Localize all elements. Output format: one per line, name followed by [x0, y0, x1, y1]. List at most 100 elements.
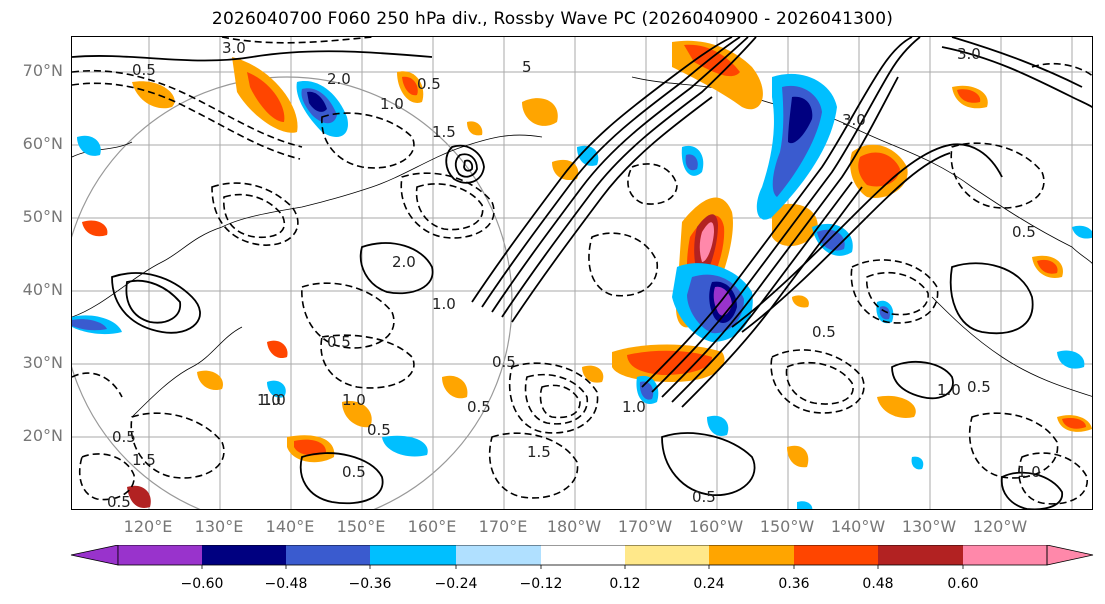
- anomaly-negative: [911, 456, 924, 470]
- lon-label-170w: 170°W: [617, 517, 673, 536]
- anomaly-positive: [522, 98, 558, 126]
- contour-label: 1.0: [257, 391, 281, 409]
- contour-label: 3.0: [842, 111, 866, 129]
- anomaly-positive: [127, 485, 151, 508]
- colorbar-segment: [625, 545, 709, 565]
- colorbar-segment: [709, 545, 794, 565]
- lon-label-130w: 130°W: [901, 517, 957, 536]
- lat-label-30n: 30°N: [22, 353, 63, 372]
- lat-label-20n: 20°N: [22, 426, 63, 445]
- colorbar-segment: [541, 545, 625, 565]
- contour-label: 1.5: [432, 123, 456, 141]
- colorbar-tick: −0.12: [519, 576, 563, 592]
- anomaly-positive: [267, 340, 288, 359]
- colorbar-segment: [963, 545, 1047, 565]
- anomaly-negative: [382, 435, 428, 457]
- lon-label-120e: 120°E: [123, 517, 173, 536]
- contour-label: 3.0: [222, 39, 246, 57]
- dashed-contours: [72, 37, 1092, 505]
- anomaly-negative: [707, 415, 729, 436]
- colorbar-tick: −0.48: [264, 576, 308, 592]
- lon-label-150w: 150°W: [759, 517, 815, 536]
- lon-label-150e: 150°E: [336, 517, 386, 536]
- anomaly-positive: [467, 121, 483, 136]
- contour-label: 0.5: [1012, 223, 1036, 241]
- colorbar-tick: 0.60: [947, 576, 979, 592]
- contour-label: 1.5: [527, 443, 551, 461]
- anomaly-positive: [957, 89, 981, 103]
- contour-label: 3.0: [957, 45, 981, 63]
- contour-label: 0.5: [692, 488, 716, 506]
- anomaly-negative: [1072, 225, 1092, 239]
- lon-label-170e: 170°E: [478, 517, 528, 536]
- anomaly-negative: [267, 380, 286, 398]
- colorbar-extend-high: [1046, 545, 1094, 566]
- anomaly-positive: [442, 375, 468, 399]
- contour-label: 1.0: [380, 95, 404, 113]
- contour-labels: 3.0 2.0 1.0 0.5 0.5 1.5 3.0 3.0 5 2.0 1.…: [107, 39, 1041, 510]
- colorbar-tick: 0.24: [693, 576, 725, 592]
- colorbar-segment: [456, 545, 541, 565]
- lon-label-160w: 160°W: [688, 517, 744, 536]
- colorbar-segment: [370, 545, 456, 565]
- contour-label: 0.5: [492, 353, 516, 371]
- shaded-anomalies: [72, 40, 1092, 509]
- anomaly-positive: [582, 365, 604, 383]
- anomaly-positive: [1062, 417, 1086, 429]
- anomaly-negative: [77, 135, 101, 156]
- colorbar-segment: [878, 545, 963, 565]
- contour-label: 0.5: [367, 421, 391, 439]
- anomaly-positive: [858, 152, 900, 187]
- colorbar: [70, 545, 1094, 569]
- lat-label-60n: 60°N: [22, 134, 63, 153]
- anomaly-positive: [877, 395, 916, 418]
- colorbar-tick: 0.12: [609, 576, 641, 592]
- colorbar-segment: [794, 545, 878, 565]
- divergence-map: 3.0 2.0 1.0 0.5 0.5 1.5 3.0 3.0 5 2.0 1.…: [72, 37, 1092, 510]
- contour-label: 2.0: [327, 70, 351, 88]
- lon-label-140w: 140°W: [830, 517, 886, 536]
- colorbar-tick: −0.24: [434, 576, 478, 592]
- graticule: [72, 37, 1092, 509]
- lon-label-180w: 180°W: [546, 517, 602, 536]
- colorbar-segment: [286, 545, 370, 565]
- contour-label: 2.0: [392, 253, 416, 271]
- anomaly-positive: [294, 439, 327, 456]
- contour-label: 1.5: [132, 451, 156, 469]
- colorbar-tick: −0.36: [348, 576, 392, 592]
- anomaly-positive: [787, 445, 809, 468]
- anomaly-positive: [792, 295, 809, 308]
- lon-label-130e: 130°E: [194, 517, 244, 536]
- contour-label: 0.5: [417, 75, 441, 93]
- anomaly-negative: [797, 501, 813, 509]
- contour-label: 0.5: [967, 378, 991, 396]
- colorbar-segment: [202, 545, 286, 565]
- anomaly-positive: [247, 72, 285, 122]
- contour-label: 1.0: [262, 391, 286, 409]
- colorbar-tick: −0.60: [180, 576, 224, 592]
- map-panel: 3.0 2.0 1.0 0.5 0.5 1.5 3.0 3.0 5 2.0 1.…: [71, 36, 1093, 510]
- anomaly-positive: [402, 76, 418, 96]
- contour-label: 0.5: [467, 398, 491, 416]
- contour-label: 1.0: [342, 391, 366, 409]
- contour-label: 0.5: [342, 463, 366, 481]
- anomaly-negative: [1057, 350, 1085, 369]
- contour-label: 1.0: [432, 295, 456, 313]
- anomaly-negative: [577, 145, 599, 166]
- contour-label: 0.5: [327, 333, 351, 351]
- anomaly-positive: [699, 222, 714, 262]
- anomaly-positive: [197, 370, 223, 391]
- solid-contours: [72, 37, 1092, 509]
- anomaly-negative: [72, 319, 107, 331]
- colorbar-tick: 0.48: [862, 576, 894, 592]
- map-title: 2026040700 F060 250 hPa div., Rossby Wav…: [211, 9, 894, 29]
- anomaly-positive: [82, 220, 108, 237]
- anomaly-positive: [342, 401, 372, 428]
- contour-label: 1.0: [1017, 463, 1041, 481]
- contour-label: 0.5: [107, 493, 131, 510]
- contour-label: 0.5: [132, 61, 156, 79]
- contour-label: 0.5: [112, 428, 136, 446]
- lon-label-120w: 120°W: [972, 517, 1028, 536]
- lon-label-160e: 160°E: [407, 517, 457, 536]
- lat-label-40n: 40°N: [22, 280, 63, 299]
